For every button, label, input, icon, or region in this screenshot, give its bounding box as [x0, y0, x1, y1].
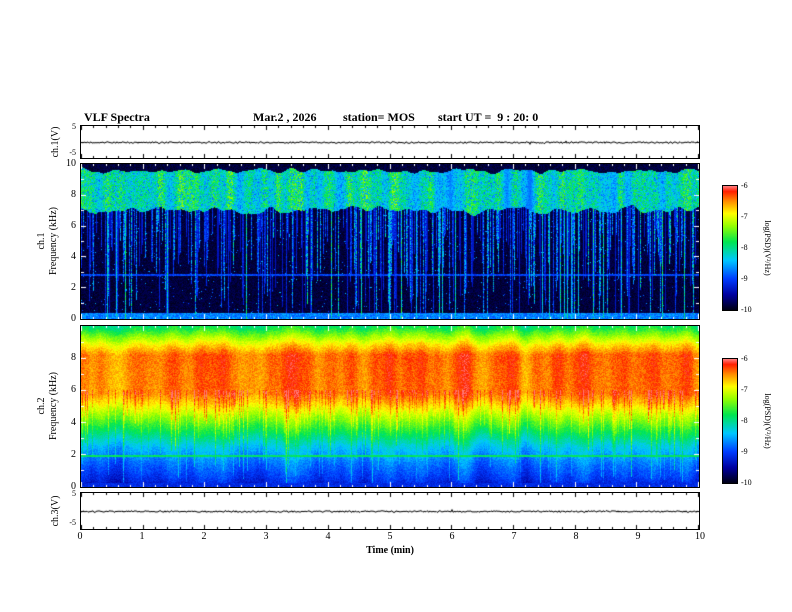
start-ut-label: start UT = 9 : 20: 0 [438, 110, 539, 124]
ch1-waveform-panel [80, 125, 700, 159]
ch1-axis-channel-label: ch.1 [36, 232, 47, 250]
x-tick-label: 7 [511, 531, 517, 542]
colorbar1-tick-label: -10 [741, 305, 752, 314]
ch3-waveform-canvas [81, 493, 699, 529]
colorbar1-tick-label: -8 [741, 243, 748, 252]
x-tick-label: 2 [201, 531, 207, 542]
ch1-spec-y-tick-label: 8 [71, 189, 76, 200]
figure-date: Mar.2 , 2026 [253, 110, 317, 124]
ch2-frequency-axis-label: ch.2 Frequency (kHz) [36, 346, 60, 466]
x-tick-label: 0 [77, 531, 83, 542]
ch1-spectrogram-canvas [81, 164, 699, 319]
colorbar1-tick-label: -6 [741, 181, 748, 190]
ch3-wave-y-tick-label: -5 [69, 518, 76, 527]
ch1-spectrogram-panel [80, 163, 700, 320]
colorbar-ch2 [722, 358, 738, 484]
colorbar2-tick-label: -7 [741, 385, 748, 394]
colorbar-ch1-label: log(PSD)(V²/Hz) [763, 220, 772, 276]
ch2-spectrogram-canvas [81, 326, 699, 487]
x-tick-label: 6 [449, 531, 455, 542]
ch1-wave-y-tick-label: -5 [69, 148, 76, 157]
x-tick-label: 10 [695, 531, 705, 542]
station-label: station= MOS [343, 110, 415, 124]
colorbar-ch2-label: log(PSD)(V²/Hz) [763, 393, 772, 449]
ch2-spec-y-tick-label: 4 [71, 416, 76, 428]
colorbar-ch2-canvas [723, 359, 737, 483]
colorbar-ch1 [722, 185, 738, 311]
ch1-spec-y-tick-label: 6 [71, 220, 76, 231]
ch2-spec-y-tick-label: 2 [71, 448, 76, 460]
ch1-wave-y-tick-label: 5 [72, 122, 76, 131]
x-tick-label: 1 [139, 531, 145, 542]
ch2-spec-y-tick-label: 8 [71, 352, 76, 364]
x-tick-label: 3 [263, 531, 269, 542]
ch2-spectrogram-panel [80, 325, 700, 488]
time-axis-label: Time (min) [366, 545, 414, 556]
x-tick-label: 8 [573, 531, 579, 542]
colorbar-ch1-canvas [723, 186, 737, 310]
ch1-spec-y-tick-label: 0 [71, 313, 76, 324]
colorbar2-tick-label: -8 [741, 416, 748, 425]
ch1-waveform-canvas [81, 126, 699, 158]
ch1-frequency-axis-label: ch.1 Frequency (kHz) [36, 181, 60, 301]
x-tick-label: 5 [387, 531, 393, 542]
colorbar1-tick-label: -9 [741, 274, 748, 283]
colorbar2-tick-label: -10 [741, 478, 752, 487]
ch2-spec-y-tick-label: 6 [71, 384, 76, 396]
colorbar2-tick-label: -6 [741, 354, 748, 363]
figure-title: VLF Spectra [84, 110, 150, 124]
ch1-spec-y-tick-label: 10 [66, 158, 76, 169]
colorbar2-tick-label: -9 [741, 447, 748, 456]
ch3-waveform-panel [80, 492, 700, 530]
colorbar1-tick-label: -7 [741, 212, 748, 221]
ch2-axis-channel-label: ch.2 [36, 397, 47, 415]
ch2-spec-y-tick-label: 0 [71, 481, 76, 492]
x-tick-label: 4 [325, 531, 331, 542]
x-tick-label: 9 [635, 531, 641, 542]
ch1-spec-y-tick-label: 4 [71, 251, 76, 262]
ch1-spec-y-tick-label: 2 [71, 282, 76, 293]
ch3-wave-y-tick-label: 5 [72, 489, 76, 498]
